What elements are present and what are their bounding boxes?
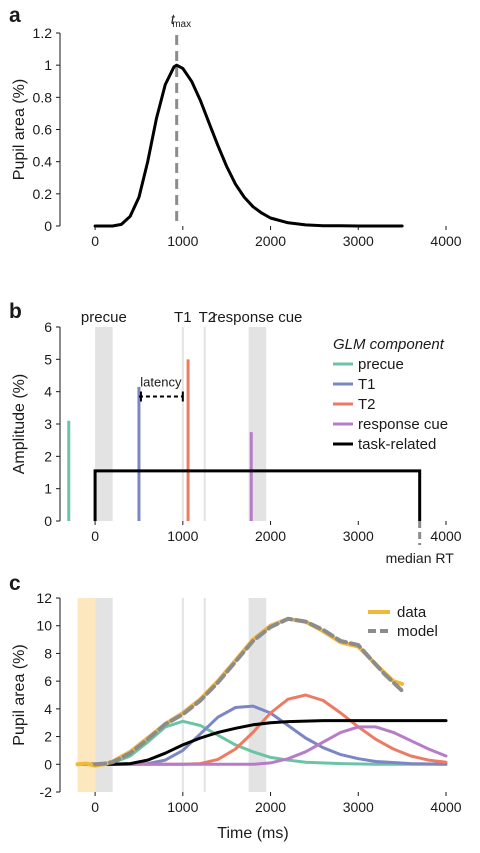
- x-tick-label: 0: [91, 799, 99, 815]
- x-tick-label: 1000: [167, 799, 198, 815]
- y-tick-label: 0.6: [33, 122, 53, 138]
- x-tick-label: 3000: [343, 528, 374, 544]
- y-tick-label: 0.4: [33, 154, 53, 170]
- x-axis-label: Time (ms): [217, 825, 288, 842]
- legend-label: model: [397, 623, 438, 640]
- y-tick-label: 1: [44, 57, 52, 73]
- legend-title: GLM component: [333, 336, 445, 353]
- panel-label: b: [9, 300, 22, 323]
- legend-label: response cue: [358, 416, 448, 433]
- y-tick-label: 10: [36, 618, 52, 634]
- series-line: [95, 65, 402, 226]
- y-tick-label: 0: [44, 218, 52, 234]
- shaded-region: [95, 327, 113, 521]
- legend-label: task-related: [358, 436, 436, 453]
- event-label: precue: [81, 309, 127, 326]
- y-tick-label: 2: [44, 729, 52, 745]
- legend-label: precue: [358, 356, 404, 373]
- event-label: response cue: [212, 309, 302, 326]
- y-tick-label: 0: [44, 513, 52, 529]
- panel-label: a: [9, 4, 21, 27]
- legend-label: T2: [358, 396, 376, 413]
- x-tick-label: 3000: [343, 799, 374, 815]
- series-model: [95, 619, 402, 765]
- x-tick-label: 2000: [255, 528, 286, 544]
- median-rt-label: median RT: [386, 550, 455, 566]
- latency-label: latency: [140, 375, 182, 390]
- y-tick-label: 0: [44, 756, 52, 772]
- tmax-subscript: max: [172, 19, 191, 30]
- y-tick-label: 1: [44, 481, 52, 497]
- panel-label: c: [9, 572, 21, 595]
- y-tick-label: 1.2: [33, 25, 53, 41]
- y-tick-label: 2: [44, 448, 52, 464]
- event-label: T1: [174, 309, 192, 326]
- y-tick-label: 3: [44, 416, 52, 432]
- y-tick-label: 12: [36, 590, 52, 606]
- y-tick-label: 5: [44, 351, 52, 367]
- x-tick-label: 4000: [430, 528, 461, 544]
- x-tick-label: 4000: [430, 233, 461, 249]
- x-tick-label: 3000: [343, 233, 374, 249]
- y-axis-label: Pupil area (%): [11, 644, 28, 745]
- y-tick-label: 6: [44, 673, 52, 689]
- x-tick-label: 4000: [430, 799, 461, 815]
- x-tick-label: 2000: [255, 233, 286, 249]
- y-axis-label: Amplitude (%): [11, 374, 28, 474]
- y-tick-label: 0.2: [33, 186, 53, 202]
- x-tick-label: 1000: [167, 233, 198, 249]
- y-tick-label: 8: [44, 645, 52, 661]
- y-tick-label: 0.8: [33, 89, 53, 105]
- x-tick-label: 2000: [255, 799, 286, 815]
- y-tick-label: 4: [44, 701, 52, 717]
- x-tick-label: 1000: [167, 528, 198, 544]
- y-tick-label: 6: [44, 319, 52, 335]
- x-tick-label: 0: [91, 233, 99, 249]
- legend-label: data: [397, 604, 427, 621]
- y-tick-label: -2: [40, 784, 53, 800]
- y-axis-label: Pupil area (%): [11, 79, 28, 180]
- y-tick-label: 4: [44, 384, 52, 400]
- x-tick-label: 0: [91, 528, 99, 544]
- legend-label: T1: [358, 376, 376, 393]
